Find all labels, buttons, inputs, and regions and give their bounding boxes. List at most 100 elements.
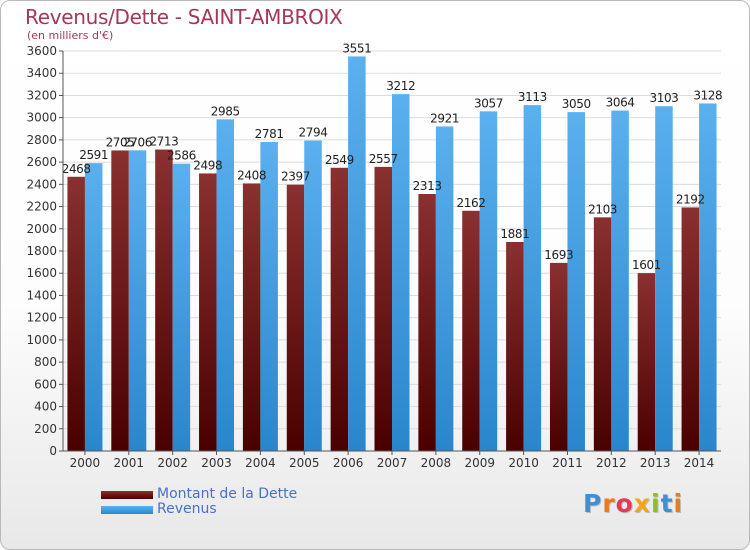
label-dette: 1601 [632,258,661,272]
logo-letter: t [660,489,674,518]
bar-dette [67,176,85,451]
bar-dette [374,166,392,451]
x-tick-label: 2002 [157,456,188,470]
label-dette: 2408 [237,168,266,182]
y-tick-label: 1400 [26,288,57,302]
label-revenus: 2921 [430,111,459,125]
bar-dette [111,150,129,451]
y-tick-label: 1800 [26,244,57,258]
label-revenus: 2781 [255,127,284,141]
y-tick-label: 800 [34,355,57,369]
y-tick-label: 1200 [26,311,57,325]
x-tick-label: 2007 [377,456,408,470]
bar-dette [462,210,480,451]
bar-revenus [523,105,542,451]
legend-swatch-revenus [101,506,153,514]
bar-revenus [128,150,147,452]
label-dette: 2705 [106,135,135,149]
y-tick-label: 2600 [26,155,57,169]
bar-revenus [699,103,717,451]
x-tick-label: 2005 [289,456,320,470]
label-dette: 1693 [544,248,573,262]
y-tick-label: 3200 [26,88,57,102]
y-tick-label: 1000 [26,333,57,347]
y-tick-label: 3400 [26,66,57,80]
proxiti-logo: Proxiti [583,489,683,518]
bar-revenus [479,111,498,451]
bar-revenus [348,56,366,451]
x-tick-label: 2014 [684,456,715,470]
y-tick-label: 3000 [26,111,57,125]
bar-dette [330,167,349,451]
label-revenus: 2794 [299,126,328,140]
label-revenus: 2706 [123,135,152,149]
bar-revenus [392,94,410,451]
label-revenus: 3551 [342,41,371,55]
bar-dette [593,217,612,451]
x-tick-label: 2009 [464,456,495,470]
x-tick-label: 2010 [508,456,539,470]
x-axis-ticks: 2000 2001 2002 2003 2004 2005 2006 2007 2008 2009… [70,451,715,470]
bar-revenus [435,126,454,451]
bar-revenus [611,110,629,452]
label-revenus: 2591 [79,148,108,162]
label-revenus: 3057 [474,96,503,110]
x-tick-label: 2012 [596,456,627,470]
label-dette: 2468 [62,162,91,176]
label-dette: 2313 [413,179,442,193]
bar-revenus [172,163,191,451]
bar-dette [155,149,173,452]
y-tick-label: 0 [49,444,57,458]
y-tick-label: 400 [34,400,57,414]
label-revenus: 2586 [167,149,196,163]
label-revenus: 3103 [649,91,678,105]
y-tick-label: 600 [34,377,57,391]
bar-dette [681,207,700,451]
y-tick-label: 2400 [26,177,57,191]
label-dette: 2557 [369,152,398,166]
label-dette: 2397 [281,170,310,184]
bar-revenus [216,119,235,451]
label-revenus: 2985 [211,104,240,118]
legend-label-revenus: Revenus [157,501,217,517]
legend-swatch-dette [101,491,153,499]
x-tick-label: 2003 [201,456,232,470]
logo-letter: i [651,489,661,518]
bar-dette [199,173,217,451]
bar-dette [418,194,436,451]
bar-dette [242,183,261,451]
label-revenus: 3113 [518,90,547,104]
legend-label-dette: Montant de la Dette [157,486,298,502]
bar-dette [506,242,524,451]
logo-letter: i [673,489,684,518]
label-dette: 2162 [457,196,486,210]
logo-letter: o [615,489,634,518]
x-tick-label: 2013 [640,456,671,470]
bar-dette [637,273,656,451]
label-revenus: 3064 [606,96,635,110]
label-revenus: 3050 [562,97,591,111]
label-dette: 2713 [149,135,178,149]
label-dette: 2192 [676,192,705,206]
x-tick-label: 2000 [70,456,101,470]
bar-revenus [84,163,103,451]
chart-title: Revenus/Dette - SAINT-AMBROIX [25,5,343,29]
x-tick-label: 2001 [114,456,145,470]
x-tick-label: 2011 [552,456,583,470]
label-dette: 1881 [500,227,529,241]
label-dette: 2549 [325,153,354,167]
logo-letter: P [583,489,603,518]
y-tick-label: 3600 [26,44,57,58]
bar-revenus [567,112,585,451]
logo-letter: x [633,489,651,518]
label-revenus: 3212 [386,79,415,93]
y-axis-ticks: 0 200 400 600 800 1000 1200 1400 1600 1800 2000 220… [26,44,63,458]
bar-revenus [304,140,322,452]
x-tick-label: 2008 [421,456,452,470]
logo-letter: r [602,489,616,518]
y-tick-label: 2800 [26,133,57,147]
label-dette: 2498 [193,158,222,172]
